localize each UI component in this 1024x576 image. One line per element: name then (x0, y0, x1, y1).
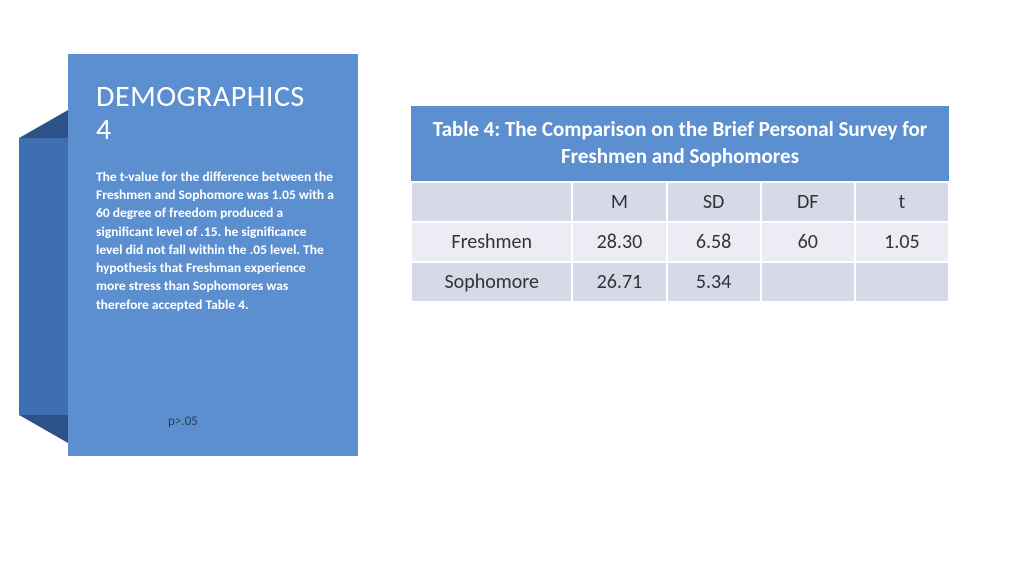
col-SD: SD (667, 182, 761, 222)
col-M: M (572, 182, 666, 222)
row1-M: 26.71 (572, 262, 666, 302)
col-t: t (855, 182, 949, 222)
ribbon-fold-top (19, 110, 68, 138)
col-blank (411, 182, 572, 222)
table-title: Table 4: The Comparison on the Brief Per… (411, 106, 949, 182)
table-header-row: M SD DF t (411, 182, 949, 222)
row0-t: 1.05 (855, 222, 949, 262)
stray-pvalue: p>.05 (168, 414, 198, 429)
table-row: Sophomore 26.71 5.34 (411, 262, 949, 302)
panel-title-line1: DEMOGRAPHICS (96, 78, 305, 115)
panel-title: DEMOGRAPHICS 4 (96, 80, 334, 146)
row1-label: Sophomore (411, 262, 572, 302)
panel-body: The t-value for the difference between t… (96, 168, 334, 314)
table-row: Freshmen 28.30 6.58 60 1.05 (411, 222, 949, 262)
row0-label: Freshmen (411, 222, 572, 262)
row0-M: 28.30 (572, 222, 666, 262)
side-panel: DEMOGRAPHICS 4 The t-value for the diffe… (68, 54, 358, 456)
ribbon-fold-bottom (19, 415, 68, 443)
row0-SD: 6.58 (667, 222, 761, 262)
row1-DF (761, 262, 855, 302)
row0-DF: 60 (761, 222, 855, 262)
col-DF: DF (761, 182, 855, 222)
comparison-table: Table 4: The Comparison on the Brief Per… (410, 106, 950, 303)
panel-title-line2: 4 (96, 111, 112, 148)
row1-SD: 5.34 (667, 262, 761, 302)
row1-t (855, 262, 949, 302)
